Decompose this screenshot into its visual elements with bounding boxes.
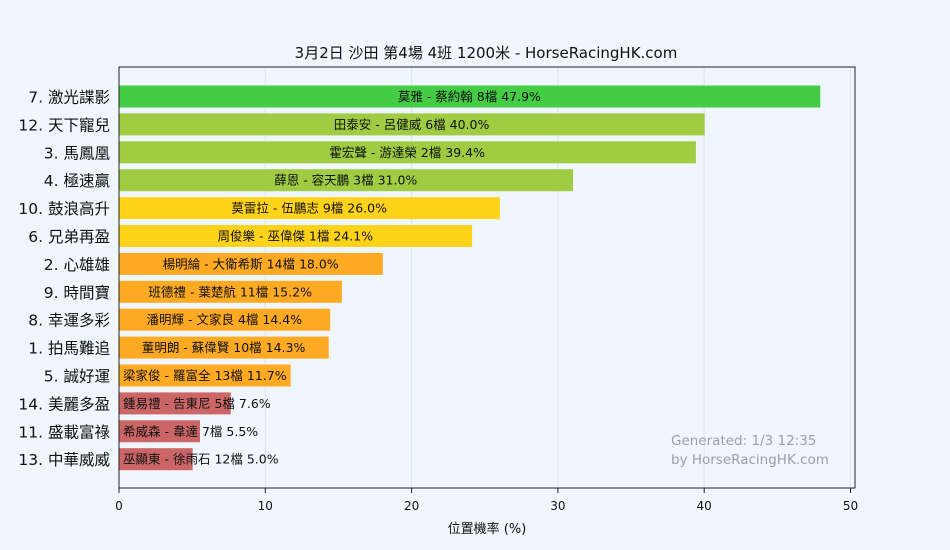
y-category-label: 2. 心雄雄	[44, 256, 110, 274]
bar	[119, 392, 231, 415]
x-tick-label: 0	[115, 499, 123, 513]
plot-frame	[118, 66, 856, 489]
bar	[119, 141, 696, 164]
x-tick-label: 30	[550, 499, 565, 513]
bar	[119, 169, 574, 192]
y-category-label: 12. 天下寵兒	[18, 115, 110, 134]
bar	[119, 364, 291, 387]
bars: 7. 激光諜影 莫雅 - 蔡約翰 8檔 47.9% 12. 天下寵兒 田泰安 - 呂健…	[18, 85, 821, 471]
x-axis: 0 10 20 30 40 50	[115, 488, 858, 513]
bar	[119, 225, 473, 247]
bar	[119, 336, 329, 359]
x-tick-label: 20	[404, 499, 419, 513]
bar	[119, 252, 383, 275]
y-category-label: 8. 幸運多彩	[28, 312, 110, 330]
bar-data-label: 田泰安 - 呂健威 6檔 40.0%	[334, 117, 490, 132]
x-tick-label: 50	[843, 499, 858, 513]
x-axis-label: 位置機率 (%)	[448, 521, 527, 537]
bar-data-label: 莫雷拉 - 伍鵬志 9檔 26.0%	[231, 201, 387, 216]
bar	[119, 85, 821, 108]
y-category-label: 11. 盛載富祿	[18, 423, 110, 441]
bar	[119, 308, 331, 331]
y-category-label: 1. 拍馬難追	[28, 340, 110, 358]
bar	[119, 448, 193, 471]
y-category-label: 5. 誠好運	[44, 368, 110, 386]
y-category-label: 6. 兄弟再盈	[28, 228, 110, 246]
bar-data-label: 潘明輝 - 文家良 4檔 14.4%	[147, 312, 303, 327]
y-category-label: 3. 馬鳳凰	[44, 144, 111, 162]
bar	[119, 197, 500, 220]
bar-data-label: 希威森 - 韋達 7檔 5.5%	[123, 424, 258, 439]
x-tick-label: 40	[697, 499, 712, 513]
watermark-site: by HorseRacingHK.com	[671, 452, 829, 468]
y-category-label: 10. 鼓浪高升	[18, 200, 110, 218]
bar-data-label: 莫雅 - 蔡約翰 8檔 47.9%	[398, 89, 541, 104]
bar-data-label: 巫顯東 - 徐雨石 12檔 5.0%	[123, 452, 279, 467]
x-tick-label: 10	[258, 499, 273, 513]
y-category-label: 4. 極速贏	[44, 172, 110, 190]
watermark-generated: Generated: 1/3 12:35	[671, 433, 816, 449]
bar-data-label: 霍宏聲 - 游達榮 2檔 39.4%	[329, 145, 485, 160]
y-category-label: 9. 時間寶	[44, 283, 110, 302]
bar-data-label: 梁家俊 - 羅富全 13檔 11.7%	[123, 368, 287, 383]
bar-data-label: 薛恩 - 容天鵬 3檔 31.0%	[274, 173, 417, 188]
bar-data-label: 楊明綸 - 大衛希斯 14檔 18.0%	[163, 256, 339, 271]
bar-data-label: 周俊樂 - 巫偉傑 1檔 24.1%	[218, 229, 374, 244]
bar	[119, 113, 705, 136]
y-category-label: 13. 中華威威	[18, 451, 110, 469]
bar	[119, 280, 342, 303]
bar-data-label: 班德禮 - 葉楚航 11檔 15.2%	[148, 284, 312, 299]
bar	[119, 420, 200, 443]
bar-data-label: 董明朗 - 蘇偉賢 10檔 14.3%	[142, 340, 306, 355]
y-category-label: 7. 激光諜影	[28, 89, 110, 107]
bar-data-label: 鍾易禮 - 告東尼 5檔 7.6%	[123, 396, 271, 411]
y-category-label: 14. 美麗多盈	[18, 395, 110, 413]
chart-title: 3月2日 沙田 第4場 4班 1200米 - HorseRacingHK.com	[295, 44, 678, 62]
